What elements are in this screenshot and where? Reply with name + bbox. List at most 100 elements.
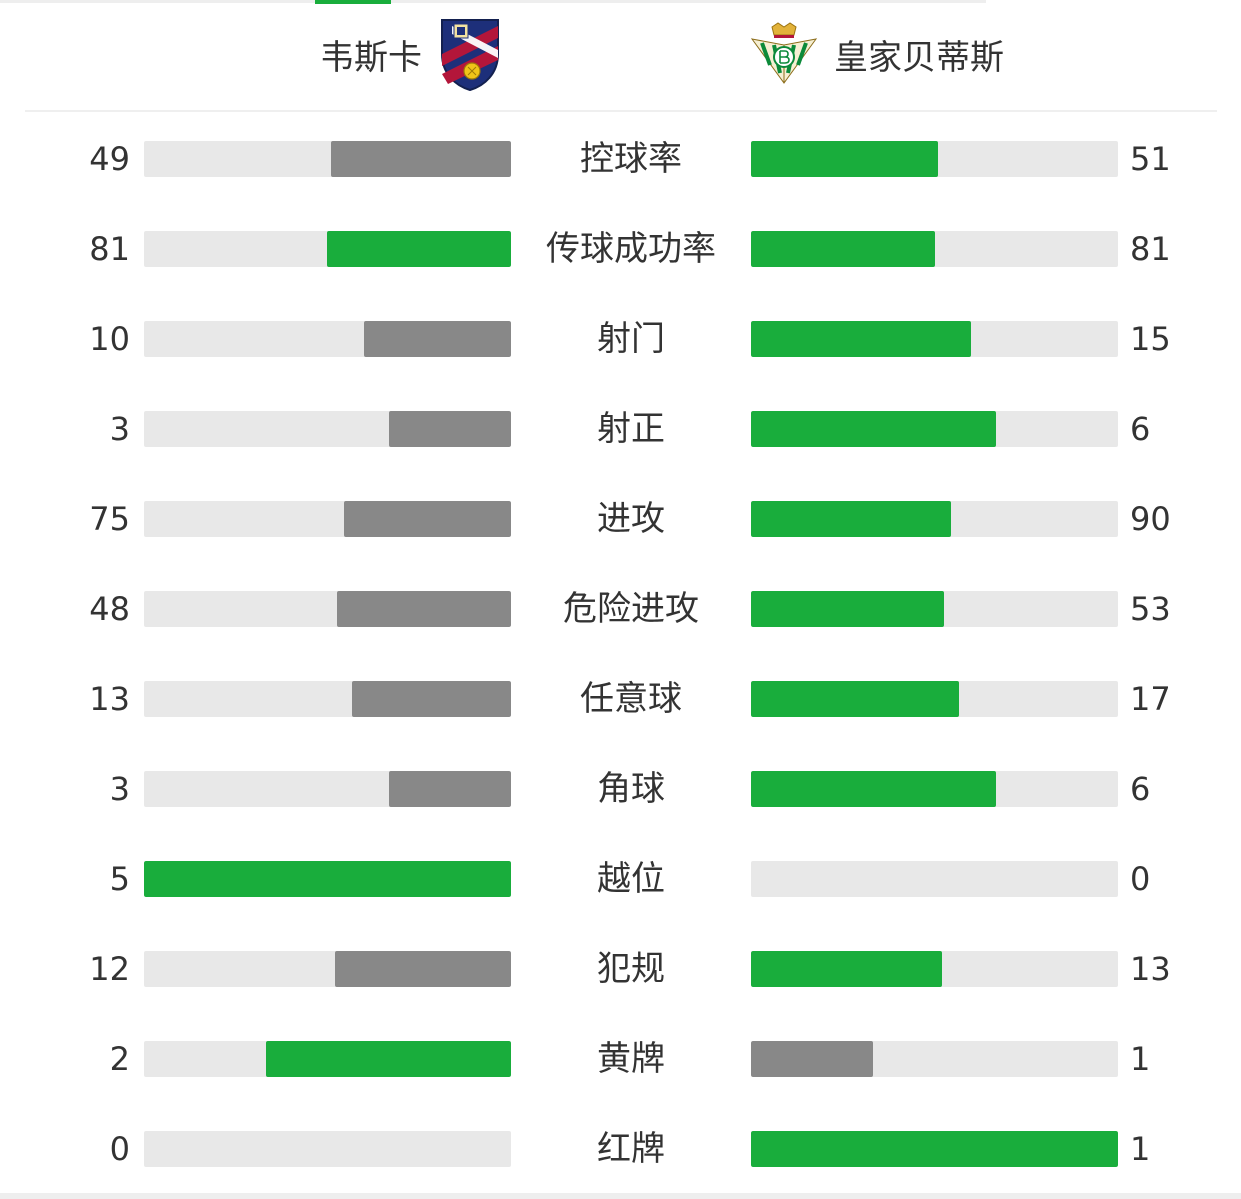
home-stat-bar (144, 411, 511, 447)
away-stat-bar-fill (751, 141, 938, 177)
stat-label: 射门 (597, 319, 665, 359)
stat-label: 黄牌 (597, 1039, 665, 1079)
stat-label: 任意球 (580, 679, 682, 719)
home-stat-bar (144, 1041, 511, 1077)
stat-label: 射正 (597, 409, 665, 449)
away-stat-value: 0 (1130, 860, 1151, 898)
top-border (0, 0, 986, 3)
home-stat-bar-fill (344, 501, 511, 537)
away-stat-bar (751, 141, 1118, 177)
away-stat-bar-fill (751, 501, 951, 537)
away-stat-bar-fill (751, 321, 971, 357)
stat-row: 2 黄牌 1 (0, 1041, 1241, 1077)
home-stat-value: 3 (109, 410, 130, 448)
away-team-header: 皇家贝蒂斯 (748, 14, 1004, 94)
home-stat-bar (144, 231, 511, 267)
stat-row: 3 射正 6 (0, 411, 1241, 447)
home-stat-bar-fill (389, 411, 511, 447)
home-team-header: 韦斯卡 (320, 14, 502, 94)
away-stat-bar (751, 231, 1118, 267)
stat-row: 75 进攻 90 (0, 501, 1241, 537)
home-stat-bar-fill (352, 681, 511, 717)
stat-label: 红牌 (597, 1129, 665, 1169)
home-stat-value: 12 (89, 950, 130, 988)
home-stat-bar (144, 681, 511, 717)
home-stat-value: 3 (109, 770, 130, 808)
away-team-name: 皇家贝蒂斯 (834, 37, 1004, 78)
home-stat-bar (144, 321, 511, 357)
stat-label: 角球 (597, 769, 665, 809)
away-stat-bar (751, 1041, 1118, 1077)
away-stat-value: 13 (1130, 950, 1171, 988)
away-stat-bar (751, 681, 1118, 717)
away-stat-bar (751, 1131, 1118, 1167)
away-stat-value: 15 (1130, 320, 1171, 358)
stat-label: 进攻 (597, 499, 665, 539)
home-stat-value: 75 (89, 500, 130, 538)
stat-label: 危险进攻 (563, 589, 699, 629)
home-stat-value: 5 (109, 860, 130, 898)
away-stat-bar-fill (751, 1131, 1118, 1167)
home-stat-bar-fill (335, 951, 511, 987)
sd-huesca-crest-icon (438, 16, 502, 92)
home-stat-value: 48 (89, 590, 130, 628)
home-stat-value: 13 (89, 680, 130, 718)
away-stat-value: 53 (1130, 590, 1171, 628)
home-stat-bar (144, 771, 511, 807)
active-tab-indicator (315, 0, 391, 4)
home-stat-bar-fill (331, 141, 511, 177)
stat-row: 3 角球 6 (0, 771, 1241, 807)
away-stat-value: 1 (1130, 1040, 1151, 1078)
away-stat-bar-fill (751, 681, 959, 717)
home-stat-bar (144, 591, 511, 627)
away-stat-bar-fill (751, 771, 996, 807)
home-stat-bar-fill (364, 321, 511, 357)
stat-label: 犯规 (597, 949, 665, 989)
away-stat-value: 90 (1130, 500, 1171, 538)
away-stat-value: 6 (1130, 410, 1151, 448)
away-stat-bar (751, 591, 1118, 627)
away-stat-value: 81 (1130, 230, 1171, 268)
away-stat-bar (751, 411, 1118, 447)
away-stat-bar (751, 771, 1118, 807)
away-stat-value: 6 (1130, 770, 1151, 808)
stat-row: 10 射门 15 (0, 321, 1241, 357)
home-stat-value: 10 (89, 320, 130, 358)
home-stat-value: 49 (89, 140, 130, 178)
away-stat-bar-fill (751, 1041, 873, 1077)
away-stat-bar (751, 321, 1118, 357)
away-stat-bar-fill (751, 411, 996, 447)
home-stat-value: 81 (89, 230, 130, 268)
home-stat-bar-fill (144, 861, 511, 897)
home-team-name: 韦斯卡 (320, 37, 422, 78)
stat-row: 49 控球率 51 (0, 141, 1241, 177)
away-stat-value: 51 (1130, 140, 1171, 178)
stat-label: 传球成功率 (546, 229, 716, 269)
stat-row: 12 犯规 13 (0, 951, 1241, 987)
stat-row: 13 任意球 17 (0, 681, 1241, 717)
home-stat-value: 0 (109, 1130, 130, 1168)
home-stat-bar-fill (337, 591, 511, 627)
home-stat-bar-fill (327, 231, 511, 267)
stat-label: 越位 (597, 859, 665, 899)
real-betis-crest-icon (748, 21, 820, 87)
stat-row: 5 越位 0 (0, 861, 1241, 897)
away-stat-value: 17 (1130, 680, 1171, 718)
away-stat-bar (751, 861, 1118, 897)
away-stat-value: 1 (1130, 1130, 1151, 1168)
stat-row: 0 红牌 1 (0, 1131, 1241, 1167)
away-stat-bar (751, 951, 1118, 987)
stat-label: 控球率 (580, 139, 682, 179)
header-divider (25, 110, 1217, 112)
stat-row: 81 传球成功率 81 (0, 231, 1241, 267)
home-stat-value: 2 (109, 1040, 130, 1078)
bottom-border (0, 1193, 1241, 1199)
away-stat-bar (751, 501, 1118, 537)
away-stat-bar-fill (751, 231, 935, 267)
stat-row: 48 危险进攻 53 (0, 591, 1241, 627)
home-stat-bar (144, 951, 511, 987)
away-stat-bar-fill (751, 591, 944, 627)
home-stat-bar (144, 861, 511, 897)
home-stat-bar-fill (266, 1041, 511, 1077)
home-stat-bar (144, 501, 511, 537)
